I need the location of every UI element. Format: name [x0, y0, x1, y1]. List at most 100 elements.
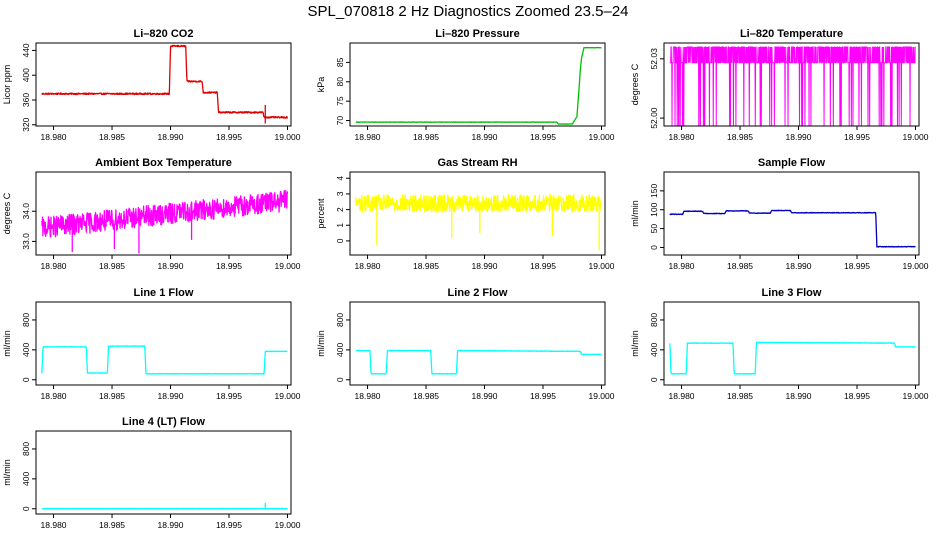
panel-2: Li–820 Pressure kPa 18.980 18.985 18.990 18.9…	[316, 28, 615, 142]
y-tick-label: 52.03	[649, 48, 659, 70]
y-axis-label: Licor ppm	[2, 65, 12, 105]
x-tick-label: 18.990	[786, 261, 812, 271]
panel-1: Li–820 CO2 Licor ppm 18.980 18.985 18.990 18.…	[2, 28, 301, 142]
x-tick-label: 19.000	[274, 520, 300, 530]
x-tick-label: 18.980	[669, 261, 695, 271]
x-tick-label: 18.995	[216, 520, 242, 530]
x-tick-label: 19.000	[274, 391, 300, 401]
y-tick-label: 800	[335, 313, 345, 327]
series-line	[41, 189, 289, 238]
series-group	[41, 189, 289, 254]
x-tick-label: 18.995	[216, 132, 242, 142]
x-tick-label: 19.000	[274, 132, 300, 142]
y-tick-label: 70	[335, 116, 345, 126]
x-tick-label: 18.995	[844, 132, 870, 142]
y-tick-label: 4	[335, 176, 345, 181]
x-tick-label: 18.980	[355, 261, 381, 271]
figure-title: SPL_070818 2 Hz Diagnostics Zoomed 23.5–…	[307, 3, 629, 20]
y-tick-label: 0	[649, 377, 659, 382]
y-tick-label: 80	[335, 77, 345, 87]
x-tick-label: 18.995	[844, 261, 870, 271]
y-tick-label: 0	[335, 238, 345, 243]
x-tick-label: 18.985	[99, 132, 125, 142]
series-group	[41, 345, 288, 375]
y-tick-label: 0	[21, 377, 31, 382]
series-group	[669, 341, 916, 375]
y-tick-label: 400	[649, 342, 659, 356]
y-tick-label: 100	[649, 202, 659, 216]
y-tick-label: 400	[21, 68, 31, 82]
x-tick-label: 18.990	[472, 261, 498, 271]
x-tick-label: 18.995	[844, 391, 870, 401]
y-axis-label: ml/min	[2, 330, 12, 357]
x-tick-label: 19.000	[902, 261, 928, 271]
x-tick-label: 18.985	[413, 132, 439, 142]
series-group	[355, 46, 602, 125]
series-line	[355, 349, 602, 375]
series-line	[669, 341, 916, 375]
x-tick-label: 18.995	[216, 261, 242, 271]
panel-8: Line 2 Flow ml/min 18.980 18.985 18.990 18.99…	[316, 287, 615, 401]
x-tick-label: 18.995	[530, 132, 556, 142]
series-line	[669, 46, 916, 126]
chart-title: Li–820 Temperature	[740, 28, 843, 40]
x-tick-label: 18.980	[41, 520, 67, 530]
series-group	[355, 194, 602, 251]
series-group	[669, 209, 916, 248]
x-tick-label: 18.980	[41, 261, 67, 271]
chart-title: Sample Flow	[758, 157, 826, 169]
chart-title: Line 3 Flow	[762, 287, 822, 299]
chart-title: Li–820 CO2	[134, 28, 194, 40]
y-axis-label: degrees C	[2, 192, 12, 234]
y-tick-label: 150	[649, 184, 659, 198]
x-tick-label: 19.000	[274, 261, 300, 271]
y-tick-label: 400	[21, 342, 31, 356]
chart-title: Gas Stream RH	[437, 157, 517, 169]
series-line	[355, 46, 602, 125]
series-group	[669, 46, 916, 126]
panel-3: Li–820 Temperature degrees C 18.980 18.985 1…	[630, 28, 929, 142]
y-tick-label: 800	[21, 313, 31, 327]
x-tick-label: 18.995	[216, 391, 242, 401]
y-axis-label: degrees C	[630, 63, 640, 105]
series-line	[355, 194, 602, 213]
plot-frame	[35, 301, 292, 386]
series-line	[41, 345, 288, 375]
plot-frame	[349, 42, 606, 127]
x-tick-label: 19.000	[902, 391, 928, 401]
x-tick-label: 18.980	[41, 132, 67, 142]
y-tick-label: 0	[649, 245, 659, 250]
y-tick-label: 320	[21, 117, 31, 131]
y-tick-label: 2	[335, 207, 345, 212]
x-tick-label: 18.985	[413, 391, 439, 401]
y-tick-label: 3	[335, 191, 345, 196]
x-tick-label: 18.990	[158, 520, 184, 530]
chart-title: Line 4 (LT) Flow	[122, 416, 205, 428]
y-tick-label: 400	[335, 342, 345, 356]
y-tick-label: 50	[649, 224, 659, 234]
series-line	[41, 44, 289, 119]
y-tick-label: 0	[21, 506, 31, 511]
x-tick-label: 19.000	[902, 132, 928, 142]
y-axis-label: kPa	[316, 77, 326, 93]
x-tick-label: 18.980	[355, 132, 381, 142]
y-tick-label: 800	[649, 313, 659, 327]
y-tick-label: 52.00	[649, 107, 659, 129]
y-tick-label: 85	[335, 57, 345, 67]
panel-4: Ambient Box Temperature degrees C 18.980 18…	[2, 157, 301, 271]
y-tick-label: 400	[21, 471, 31, 485]
plot-frame	[35, 42, 292, 127]
chart-title: Li–820 Pressure	[435, 28, 519, 40]
x-tick-label: 18.985	[99, 520, 125, 530]
x-tick-label: 18.990	[158, 391, 184, 401]
x-tick-label: 18.990	[472, 391, 498, 401]
x-tick-label: 18.990	[472, 132, 498, 142]
x-tick-label: 18.990	[786, 132, 812, 142]
y-axis-label: percent	[316, 198, 326, 229]
series-line	[669, 209, 916, 248]
x-tick-label: 18.995	[530, 391, 556, 401]
x-tick-label: 19.000	[588, 132, 614, 142]
x-tick-label: 18.980	[669, 132, 695, 142]
y-axis-label: ml/min	[630, 330, 640, 357]
x-tick-label: 18.985	[99, 391, 125, 401]
